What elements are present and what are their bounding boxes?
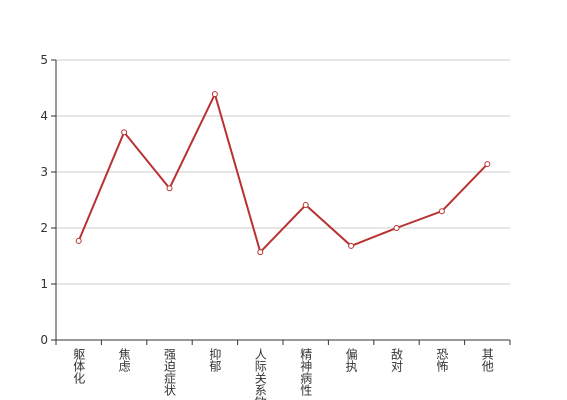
x-tick-label: 人际关系敏感: [253, 348, 267, 400]
x-tick-label: 精神病性: [299, 348, 313, 397]
line: [77, 91, 489, 255]
x-tick-label: 躯体化: [72, 347, 86, 385]
point: [302, 202, 309, 209]
y-tick-label: 5: [40, 53, 48, 67]
y-tick-label: 0: [40, 333, 48, 347]
point: [257, 249, 264, 256]
point: [211, 91, 218, 98]
point: [393, 225, 400, 231]
point: [484, 161, 491, 168]
point: [75, 237, 82, 244]
point: [348, 242, 355, 249]
x-tick-label: 其他: [480, 348, 494, 372]
x-tick-label: 焦虑: [117, 348, 131, 372]
y-tick-label: 3: [40, 165, 48, 179]
x-tick-label: 强迫症状: [163, 348, 177, 396]
y-tick-label: 1: [40, 277, 48, 291]
y-tick-label: 2: [40, 221, 48, 235]
x-tick-label: 抑郁: [208, 347, 222, 373]
y-tick-label: 4: [40, 109, 48, 123]
x-tick-label: 偏执: [344, 347, 358, 373]
point: [438, 208, 445, 215]
point: [121, 129, 128, 136]
point: [166, 185, 173, 192]
x-tick-label: 敌对: [390, 347, 404, 372]
x-tick-label: 恐怖: [435, 348, 449, 372]
